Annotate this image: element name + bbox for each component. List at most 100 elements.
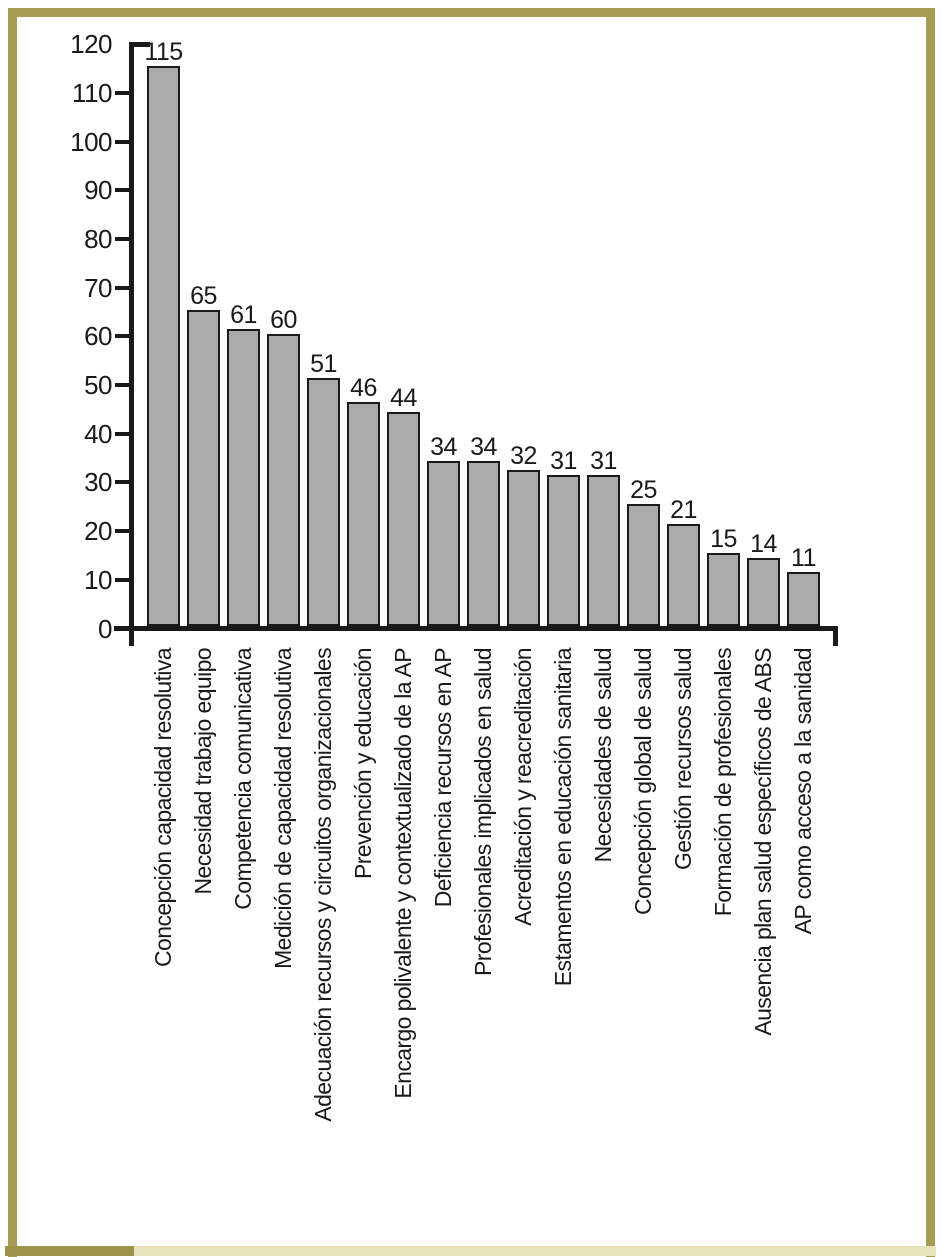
bar-column: 31 [587,448,620,626]
bar-value-label: 25 [630,476,657,504]
bar-column: 21 [667,497,700,626]
bar-value-label: 15 [710,525,737,553]
x-axis-category-label: Formación de profesionales [710,648,736,917]
x-axis-category-label: AP como acceso a la sanidad [790,648,816,935]
x-axis-category-label: Medición de capacidad resolutiva [270,648,296,969]
x-axis-category-label: Concepción capacidad resolutiva [150,648,176,967]
x-axis-label-cell: Concepción capacidad resolutiva [147,648,180,1213]
bar [227,329,260,626]
x-axis-labels: Concepción capacidad resolutiva Necesidad… [147,648,837,1213]
bar-value-label: 14 [750,530,777,558]
bar-column: 34 [427,434,460,626]
x-axis-category-label: Deficiencia recursos en AP [430,648,456,908]
x-axis-label-cell: Estamentos en educación sanitaria [547,648,580,1213]
bar-column: 65 [187,283,220,626]
bar-value-label: 60 [270,306,297,334]
y-axis-tick-label: 110 [72,78,112,109]
bar [707,553,740,626]
x-axis-category-label: Necesidades de salud [590,648,616,863]
x-axis-label-cell: Concepción global de salud [627,648,660,1213]
y-axis-tick-mark [115,480,130,485]
bar-value-label: 21 [670,496,697,524]
x-axis-label-cell: Deficiencia recursos en AP [427,648,460,1213]
x-axis-label-cell: Competencia comunicativa [227,648,260,1213]
y-axis-tick-label: 80 [84,224,112,255]
bar-value-label: 115 [144,38,183,66]
bar [267,334,300,626]
x-axis-label-cell: Encargo polivalente y contextualizado de… [387,648,420,1213]
y-axis-tick-label: 10 [84,564,112,595]
bar [147,66,180,626]
bar [747,558,780,626]
y-axis-tick-mark [115,529,130,534]
y-axis-tick-label: 90 [84,175,112,206]
y-axis-line [129,42,134,646]
y-axis-tick-label: 20 [84,516,112,547]
x-axis-end-tick [833,626,838,646]
y-axis-tick-label: 60 [84,321,112,352]
bar-value-label: 44 [390,384,417,412]
x-axis-category-label: Competencia comunicativa [230,648,256,910]
x-axis-label-cell: Medición de capacidad resolutiva [267,648,300,1213]
x-axis-category-label: Concepción global de salud [630,648,656,915]
bar [187,310,220,626]
bar-column: 32 [507,443,540,626]
y-axis-tick-mark [115,577,130,582]
x-axis-category-label: Acreditación y reacreditación [510,648,536,926]
x-axis-label-cell: Necesidades de salud [587,648,620,1213]
y-axis-tick-label: 40 [84,418,112,449]
y-axis-tick-mark [115,383,130,388]
bar [587,475,620,626]
bar-value-label: 51 [310,350,337,378]
x-axis-line [114,626,838,631]
bar-value-label: 61 [230,301,257,329]
x-axis-label-cell: Prevención y educación [347,648,380,1213]
figure-frame [8,8,935,1257]
bar-value-label: 32 [510,442,537,470]
bar [667,524,700,626]
bar-column: 61 [227,302,260,626]
bar-column: 15 [707,526,740,626]
x-axis-label-cell: Profesionales implicados en salud [467,648,500,1213]
bar [547,475,580,626]
x-axis-label-cell: Ausencia plan salud específicos de ABS [747,648,780,1213]
bar-value-label: 34 [430,433,457,461]
y-axis-tick-mark [115,91,130,96]
bar [787,572,820,626]
bar [387,412,420,626]
x-axis-label-cell: Acreditación y reacreditación [507,648,540,1213]
bar-value-label: 34 [470,433,497,461]
x-axis-label-cell: Formación de profesionales [707,648,740,1213]
y-axis-tick-mark [115,431,130,436]
x-axis-category-label: Prevención y educación [350,648,376,880]
x-axis-label-cell: AP como acceso a la sanidad [787,648,820,1213]
bar [307,378,340,626]
bar-column: 25 [627,477,660,626]
y-axis-tick-label: 0 [98,613,112,644]
bar-value-label: 46 [350,374,377,402]
y-axis-tick-label: 50 [84,370,112,401]
bar [427,461,460,626]
y-axis-tick-label: 120 [70,29,112,60]
y-axis-top-tick [134,42,150,47]
y-axis-tick-label: 30 [84,467,112,498]
bar-column: 115 [144,38,183,626]
y-axis-tick-label: 100 [70,126,112,157]
bar-value-label: 11 [791,544,816,572]
bars-container: 115 65 61 60 51 46 44 34 34 32 31 31 25 21 15 14 11 [144,39,837,626]
bar-column: 34 [467,434,500,626]
y-axis-tick-mark [115,285,130,290]
bar-column: 11 [787,545,820,626]
y-axis-tick-mark [115,334,130,339]
bar [507,470,540,626]
bottom-strip-right [134,1246,936,1256]
bar [347,402,380,626]
y-axis-tick-label: 70 [84,272,112,303]
x-axis-category-label: Encargo polivalente y contextualizado de… [390,648,416,1099]
bar [467,461,500,626]
bar [627,504,660,626]
bar-column: 14 [747,531,780,626]
x-axis-category-label: Estamentos en educación sanitaria [550,648,576,987]
